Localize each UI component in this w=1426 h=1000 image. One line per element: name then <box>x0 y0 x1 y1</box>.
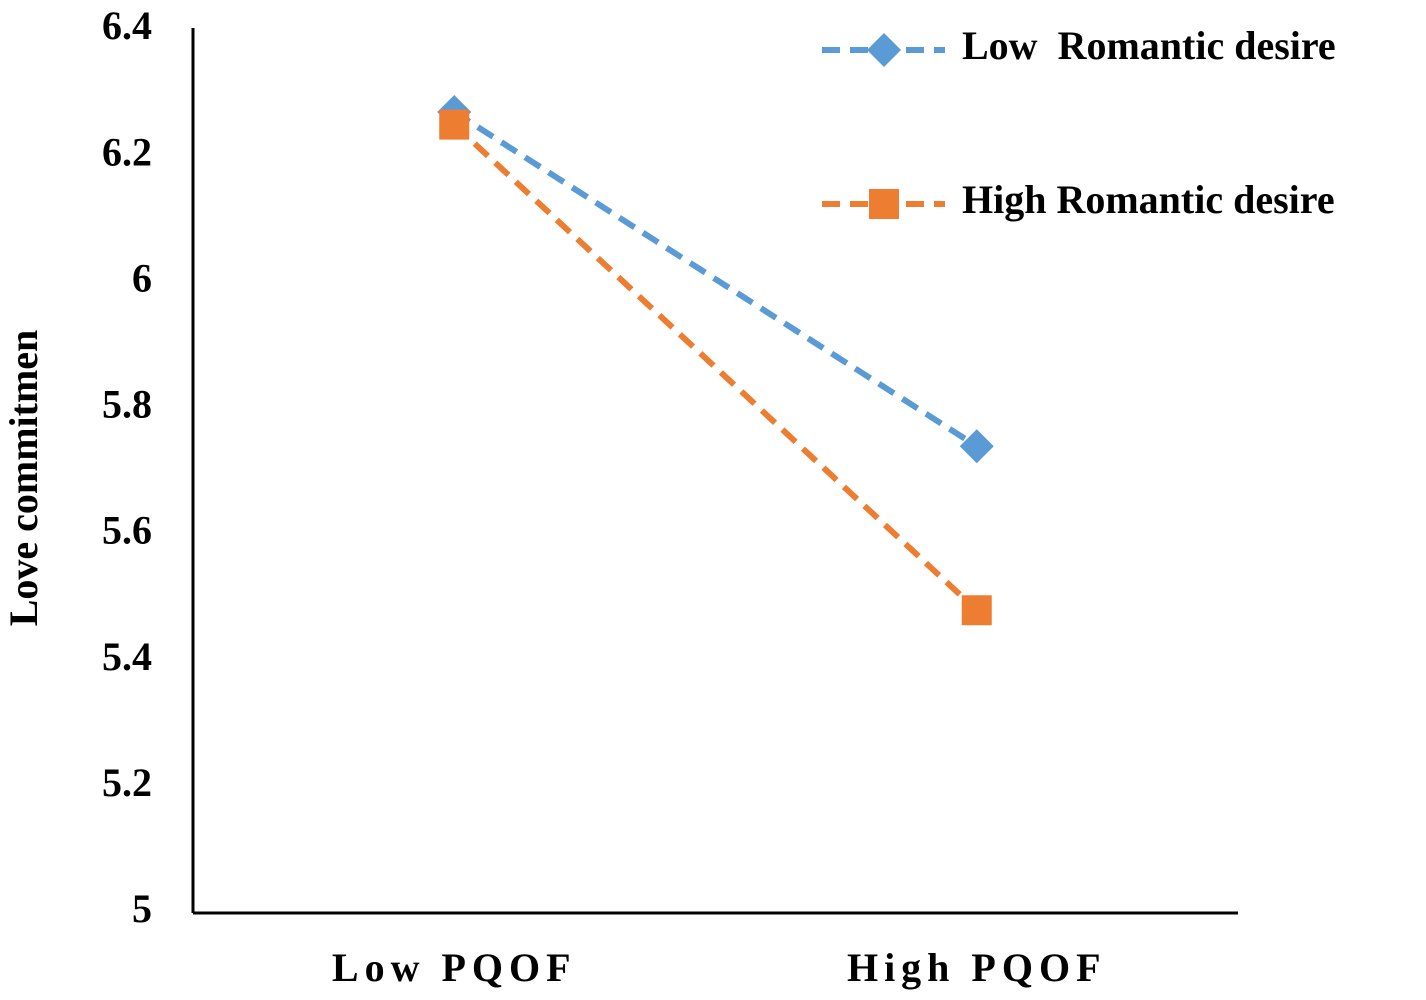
y-tick-label: 5 <box>132 886 152 931</box>
y-tick-label: 5.6 <box>102 508 152 553</box>
y-axis-label: Love commitmen <box>1 330 46 627</box>
y-tick-label: 6.2 <box>102 129 152 174</box>
y-tick-label: 5.2 <box>102 760 152 805</box>
y-tick-label: 5.4 <box>102 634 152 679</box>
y-tick-label: 6 <box>132 255 152 300</box>
y-tick-label: 5.8 <box>102 382 152 427</box>
legend-label: High Romantic desire <box>962 177 1335 222</box>
legend-marker <box>867 33 901 67</box>
legend-marker <box>869 189 899 219</box>
x-tick-label: High PQOF <box>847 945 1107 990</box>
data-point <box>959 429 994 464</box>
x-tick-label: Low PQOF <box>332 945 577 990</box>
data-point <box>439 109 470 140</box>
legend-label: Low Romantic desire <box>962 23 1336 68</box>
series-line <box>452 109 979 449</box>
series-line <box>452 122 979 613</box>
y-tick-label: 6.4 <box>102 3 152 48</box>
data-point <box>961 595 992 626</box>
